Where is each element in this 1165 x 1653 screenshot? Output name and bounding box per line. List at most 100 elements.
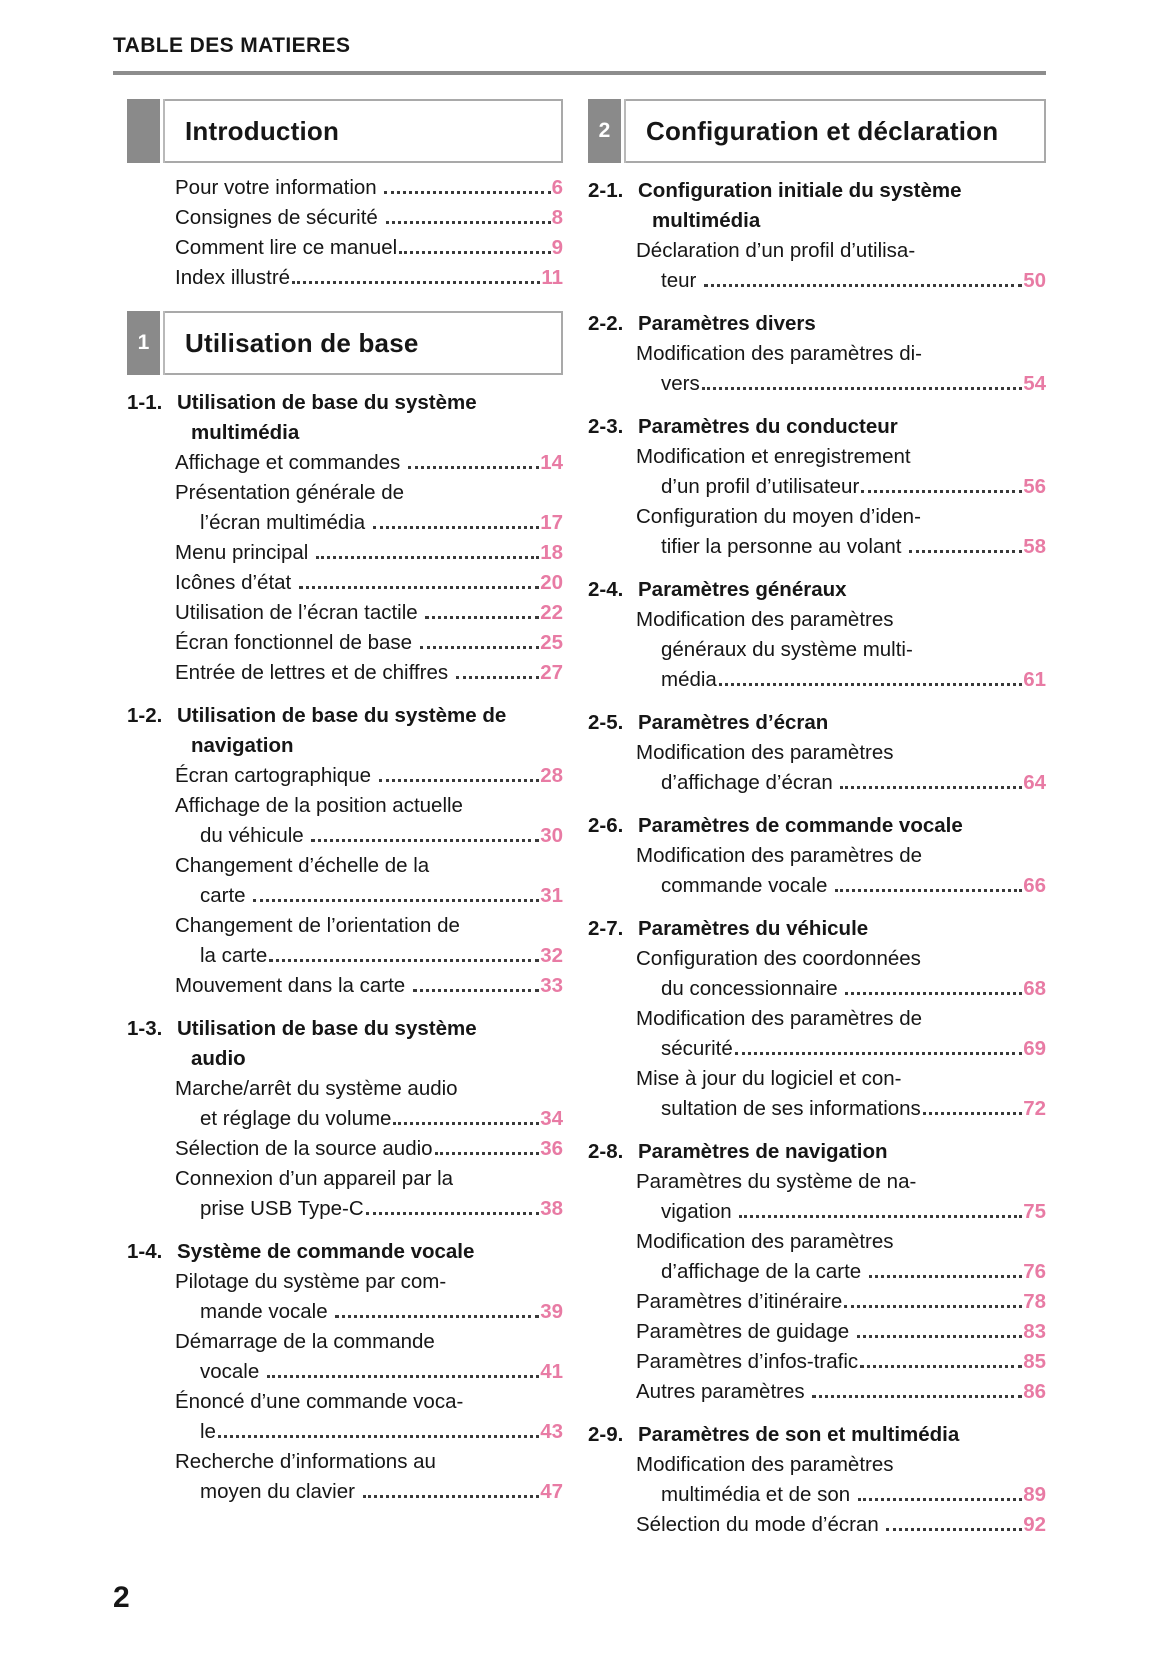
subheading-line: 2-9. Paramètres de son et multimédia [588,1420,1046,1450]
toc-subheading: 2-4. Paramètres généraux [588,575,1046,605]
dot-leader [868,1275,1023,1278]
subheading-text: Utilisation de base du système de [177,704,507,727]
page-number: 2 [113,1581,130,1614]
toc-entry: Changement d’échelle de la carte 31 [127,851,563,911]
dot-leader [844,1305,1023,1308]
dot-leader [335,1315,540,1318]
page-ref: 69 [1023,1037,1046,1060]
toc-subheading: 1-3. Utilisation de base du système audio [127,1014,563,1074]
entry-line: Index illustré 11 [175,263,563,293]
toc-entry: Modification des paramètres de sécurité 69 [588,1004,1046,1064]
page-ref: 78 [1023,1290,1046,1313]
page-ref: 34 [540,1107,563,1130]
toc-entry: Présentation générale de l’écran multiméd… [127,478,563,538]
page-ref: 11 [541,266,563,289]
entry-text: Pour votre information [175,176,383,199]
entry-text: vocale [200,1360,265,1383]
toc-entry: Autres paramètres 86 [588,1377,1046,1407]
entry-line: Déclaration d’un profil d’utilisa- [636,239,916,262]
toc-entry: Comment lire ce manuel 9 [127,233,563,263]
entry-text: carte [200,884,252,907]
toc-entry: Affichage et commandes 14 [127,448,563,478]
toc-subheading: 2-3. Paramètres du conducteur [588,412,1046,442]
subheading-text: Système de commande vocale [177,1240,475,1263]
toc-subheading: 1-4. Système de commande vocale [127,1237,563,1267]
toc-entry: Index illustré 11 [127,263,563,293]
entry-line: Sélection de la source audio 36 [175,1134,563,1164]
dot-leader [856,1335,1023,1338]
subheading-line: 2-3. Paramètres du conducteur [588,412,1046,442]
toc-entry: Modification des paramètres généraux du s… [588,605,1046,695]
toc-entry: Recherche d’informations au moyen du clav… [127,1447,563,1507]
page-ref: 92 [1023,1513,1046,1536]
entry-text: l’écran multimédia [200,511,371,534]
dot-leader [365,1212,540,1215]
entry-text: d’affichage de la carte [661,1260,867,1283]
toc-entry: Modification des paramètres d’affichage d… [588,1227,1046,1287]
entry-line: Paramètres d’infos-trafic 85 [636,1347,1046,1377]
section-blocks: Pour votre information 6 Consignes de séc… [127,173,563,293]
toc-entry: Paramètres de guidage 83 [588,1317,1046,1347]
entry-text: Index illustré [175,266,291,289]
entry-line: Autres paramètres 86 [636,1377,1046,1407]
entry-line: d’affichage de la carte 76 [636,1257,1046,1287]
dot-leader [425,616,540,619]
dot-leader [861,490,1023,493]
entry-line: Configuration du moyen d’iden- [636,505,921,528]
entry-text: sultation de ses informations [661,1097,921,1120]
entry-line: d’un profil d’utilisateur 56 [636,472,1046,502]
subheading-number: 1-3. [127,1017,163,1040]
entry-text: Écran fonctionnel de base [175,631,418,654]
subheading-number: 2-2. [588,312,624,335]
section-title: Introduction [185,115,340,146]
page-ref: 58 [1023,535,1046,558]
page-ref: 61 [1023,668,1046,691]
page-ref: 9 [551,236,563,259]
toc-entry: Pour votre information 6 [127,173,563,203]
page-ref: 31 [540,884,563,907]
dot-leader [292,281,541,284]
subheading-text: Paramètres divers [638,312,816,335]
entry-text: du véhicule [200,824,310,847]
entry-text: vers [661,372,700,395]
subheading-number: 1-2. [127,704,163,727]
subheading-line: 1-2. Utilisation de base du système de [127,701,563,731]
dot-leader [298,586,540,589]
entry-line: Modification des paramètres de [636,1007,923,1030]
entry-line: Démarrage de la commande [175,1330,435,1353]
entry-text: Comment lire ce manuel [175,236,398,259]
subheading-line: 1-3. Utilisation de base du système [127,1014,563,1044]
entry-text: du concessionnaire [661,977,844,1000]
toc-entry: Changement de l’orientation de la carte 32 [127,911,563,971]
page-ref: 28 [540,764,563,787]
entry-line: Mise à jour du logiciel et con- [636,1067,902,1090]
entry-text: Sélection de la source audio [175,1137,433,1160]
page-ref: 8 [551,206,563,229]
toc-entry: Entrée de lettres et de chiffres 27 [127,658,563,688]
entry-line: vers 54 [636,369,1046,399]
subheading-number: 2-3. [588,415,624,438]
entry-line: vocale 41 [175,1357,563,1387]
page-ref: 54 [1023,372,1046,395]
subheading-text: Paramètres généraux [638,578,847,601]
subheading-number: 2-8. [588,1140,624,1163]
subheading-number: 2-7. [588,917,624,940]
entry-line: Sélection du mode d’écran 92 [636,1510,1046,1540]
entry-text: le [200,1420,216,1443]
page-ref: 43 [540,1420,563,1443]
page-ref: 41 [540,1360,563,1383]
toc-subheading: 2-1. Configuration initiale du système mul… [588,176,1046,236]
entry-text: multimédia et de son [661,1483,856,1506]
entry-text: Affichage et commandes [175,451,406,474]
toc-entry: Démarrage de la commande vocale 41 [127,1327,563,1387]
page-ref: 89 [1023,1483,1046,1506]
dot-leader [311,839,540,842]
dot-leader [434,1152,540,1155]
subheading-line: 2-2. Paramètres divers [588,309,1046,339]
dot-leader [419,646,540,649]
entry-text: Entrée de lettres et de chiffres [175,661,454,684]
section-tab [127,99,163,163]
entry-line: Pilotage du système par com- [175,1270,447,1293]
subheading-line: multimédia [652,209,761,232]
page-ref: 20 [540,571,563,594]
